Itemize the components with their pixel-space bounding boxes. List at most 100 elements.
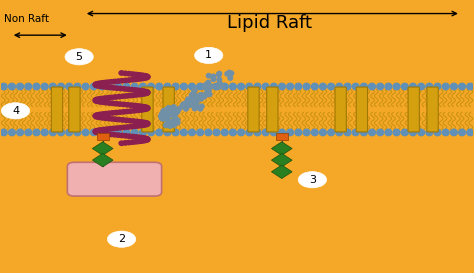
Ellipse shape (217, 77, 222, 82)
Ellipse shape (203, 83, 208, 87)
Ellipse shape (165, 123, 170, 127)
Ellipse shape (210, 84, 214, 88)
Ellipse shape (91, 83, 97, 90)
Ellipse shape (206, 80, 210, 85)
Ellipse shape (17, 129, 24, 136)
Ellipse shape (116, 133, 121, 137)
Ellipse shape (246, 129, 253, 136)
Ellipse shape (132, 103, 137, 108)
Ellipse shape (163, 117, 167, 121)
Ellipse shape (168, 121, 173, 126)
Ellipse shape (139, 135, 144, 140)
Ellipse shape (459, 83, 465, 90)
Ellipse shape (145, 121, 150, 126)
Ellipse shape (66, 129, 73, 136)
Ellipse shape (100, 96, 105, 101)
Ellipse shape (139, 83, 146, 90)
Ellipse shape (172, 83, 179, 90)
Ellipse shape (163, 109, 167, 114)
Ellipse shape (166, 121, 171, 126)
Ellipse shape (191, 97, 196, 101)
Ellipse shape (166, 106, 171, 111)
Text: 5: 5 (76, 52, 82, 62)
Ellipse shape (254, 129, 261, 136)
Text: 2: 2 (118, 234, 125, 244)
Ellipse shape (143, 91, 148, 96)
Ellipse shape (105, 80, 110, 84)
Ellipse shape (167, 113, 172, 117)
Ellipse shape (221, 129, 228, 136)
Ellipse shape (143, 136, 148, 141)
Ellipse shape (98, 81, 102, 85)
Ellipse shape (143, 105, 148, 109)
Ellipse shape (119, 141, 124, 146)
Ellipse shape (183, 107, 188, 111)
Ellipse shape (109, 132, 114, 136)
Ellipse shape (344, 129, 351, 136)
Ellipse shape (131, 129, 138, 136)
Ellipse shape (211, 74, 216, 79)
Ellipse shape (145, 75, 150, 79)
Ellipse shape (137, 120, 142, 124)
Ellipse shape (164, 123, 168, 127)
Ellipse shape (134, 119, 139, 124)
Ellipse shape (139, 129, 146, 136)
Ellipse shape (434, 83, 441, 90)
Ellipse shape (156, 83, 163, 90)
Ellipse shape (93, 130, 99, 134)
Ellipse shape (271, 83, 277, 90)
Ellipse shape (101, 85, 107, 89)
Ellipse shape (254, 83, 261, 90)
Ellipse shape (126, 72, 131, 76)
Ellipse shape (385, 129, 392, 136)
Ellipse shape (198, 95, 203, 100)
Ellipse shape (198, 93, 203, 97)
Ellipse shape (187, 103, 191, 108)
FancyBboxPatch shape (267, 87, 278, 132)
Ellipse shape (197, 129, 203, 136)
Ellipse shape (93, 98, 98, 102)
Ellipse shape (82, 83, 89, 90)
Ellipse shape (128, 103, 133, 107)
Ellipse shape (145, 122, 150, 126)
Ellipse shape (33, 83, 40, 90)
Ellipse shape (319, 83, 326, 90)
Ellipse shape (162, 114, 166, 118)
Ellipse shape (141, 76, 146, 81)
Ellipse shape (128, 109, 133, 113)
Ellipse shape (94, 130, 100, 135)
Ellipse shape (111, 86, 116, 90)
Ellipse shape (173, 111, 178, 115)
Polygon shape (272, 165, 292, 179)
Ellipse shape (170, 121, 174, 125)
Ellipse shape (133, 77, 138, 82)
Ellipse shape (144, 136, 149, 141)
Ellipse shape (198, 107, 203, 111)
Ellipse shape (141, 120, 146, 124)
Ellipse shape (225, 72, 229, 76)
Text: 4: 4 (12, 106, 19, 116)
Ellipse shape (187, 100, 192, 104)
Ellipse shape (207, 85, 211, 90)
Ellipse shape (145, 90, 150, 95)
Ellipse shape (181, 129, 187, 136)
Ellipse shape (107, 111, 112, 115)
Ellipse shape (118, 86, 123, 91)
Ellipse shape (93, 83, 99, 87)
Ellipse shape (165, 109, 170, 113)
Ellipse shape (119, 71, 124, 75)
Ellipse shape (134, 93, 139, 97)
Ellipse shape (141, 92, 146, 96)
Ellipse shape (459, 129, 465, 136)
Ellipse shape (159, 114, 164, 118)
Ellipse shape (145, 137, 150, 142)
Ellipse shape (303, 129, 310, 136)
Ellipse shape (167, 121, 172, 125)
Ellipse shape (229, 71, 234, 75)
Ellipse shape (143, 121, 148, 125)
Ellipse shape (192, 99, 196, 103)
Ellipse shape (181, 83, 187, 90)
Circle shape (1, 103, 30, 119)
Text: Lipid Raft: Lipid Raft (228, 14, 312, 32)
Text: Non Raft: Non Raft (4, 14, 49, 24)
